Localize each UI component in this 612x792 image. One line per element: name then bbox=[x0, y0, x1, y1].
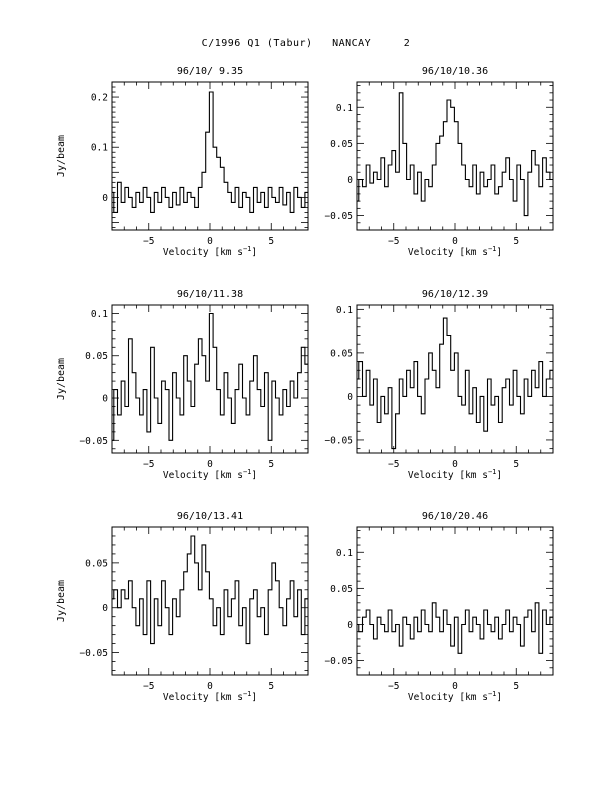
spectrum-panel-5: 96/10/13.41 −5 0 5 −0.05 0 0.05 Velocity [km s−… bbox=[56, 511, 309, 703]
y-tick-label: 0.05 bbox=[330, 348, 353, 359]
spectrum-panel-6: 96/10/20.46 −5 0 5 −0.05 0 0.05 0.1 Velocity [km… bbox=[324, 511, 554, 703]
spectrum-series bbox=[357, 317, 553, 450]
y-tick-label: −0.05 bbox=[324, 211, 353, 222]
y-tick-label: 0 bbox=[347, 392, 353, 403]
page-title: C/1996 Q1 (Tabur) NANCAY 2 bbox=[201, 38, 411, 49]
x-tick-label: −5 bbox=[388, 681, 399, 692]
panel-title: 96/10/12.39 bbox=[422, 289, 488, 300]
x-tick-label: 0 bbox=[452, 681, 458, 692]
x-tick-label: 5 bbox=[513, 681, 519, 692]
spectrum-series bbox=[112, 312, 308, 441]
y-tick-label: 0.1 bbox=[336, 305, 353, 316]
plot-frame bbox=[356, 81, 554, 231]
x-tick-label: −5 bbox=[143, 236, 154, 247]
plot-frame bbox=[111, 304, 309, 454]
y-tick-label: 0.05 bbox=[330, 584, 353, 595]
x-tick-label: −5 bbox=[388, 459, 399, 470]
x-tick-label: −5 bbox=[143, 681, 154, 692]
y-tick-label: 0.1 bbox=[336, 548, 353, 559]
y-tick-label: 0.1 bbox=[91, 309, 108, 320]
y-tick-label: 0.1 bbox=[336, 103, 353, 114]
x-tick-label: 5 bbox=[513, 236, 519, 247]
x-tick-label: 5 bbox=[268, 236, 274, 247]
x-axis-label: Velocity [km s−1] bbox=[163, 468, 257, 481]
y-tick-label: −0.05 bbox=[324, 656, 353, 667]
panel-title: 96/10/11.38 bbox=[177, 289, 243, 300]
y-tick-label: −0.05 bbox=[324, 435, 353, 446]
x-axis-label: Velocity [km s−1] bbox=[163, 245, 257, 258]
x-tick-label: 0 bbox=[207, 681, 213, 692]
x-axis-label: Velocity [km s−1] bbox=[408, 245, 502, 258]
y-tick-label: 0.05 bbox=[330, 139, 353, 150]
x-axis-label: Velocity [km s−1] bbox=[408, 690, 502, 703]
spectrum-panel-1: 96/10/ 9.35 −5 0 5 0 0.1 0.2 Velocity [km s−1] J… bbox=[56, 66, 309, 258]
panel-title: 96/10/20.46 bbox=[422, 511, 488, 522]
spectrum-panel-4: 96/10/12.39 −5 0 5 −0.05 0 0.05 0.1 Velocity [km… bbox=[324, 289, 554, 481]
y-tick-label: 0 bbox=[102, 603, 108, 614]
x-tick-label: 5 bbox=[513, 459, 519, 470]
spectrum-series bbox=[357, 92, 553, 217]
y-tick-label: 0.05 bbox=[85, 351, 108, 362]
x-tick-label: 0 bbox=[452, 459, 458, 470]
spectrum-panel-3: 96/10/11.38 −5 0 5 −0.05 0 0.05 0.1 Velocity [km… bbox=[56, 289, 309, 481]
plot-frame bbox=[111, 81, 309, 231]
x-tick-label: 0 bbox=[207, 236, 213, 247]
y-tick-label: 0 bbox=[347, 175, 353, 186]
y-tick-label: 0.05 bbox=[85, 558, 108, 569]
x-axis-label: Velocity [km s−1] bbox=[163, 690, 257, 703]
y-tick-label: −0.05 bbox=[79, 436, 108, 447]
plot-frame bbox=[356, 526, 554, 676]
plot-frame bbox=[111, 526, 309, 676]
panel-title: 96/10/ 9.35 bbox=[177, 66, 243, 77]
x-axis-label: Velocity [km s−1] bbox=[408, 468, 502, 481]
spectrum-series bbox=[112, 535, 308, 645]
panel-title: 96/10/10.36 bbox=[422, 66, 488, 77]
x-tick-label: 5 bbox=[268, 459, 274, 470]
x-tick-label: −5 bbox=[388, 236, 399, 247]
y-tick-label: 0.1 bbox=[91, 143, 108, 154]
y-axis-label: Jy/beam bbox=[56, 135, 67, 177]
x-tick-label: 5 bbox=[268, 681, 274, 692]
y-tick-label: 0 bbox=[102, 394, 108, 405]
x-tick-label: −5 bbox=[143, 459, 154, 470]
y-axis-label: Jy/beam bbox=[56, 580, 67, 622]
plot-frame bbox=[356, 304, 554, 454]
x-tick-label: 0 bbox=[207, 459, 213, 470]
y-axis-label: Jy/beam bbox=[56, 358, 67, 400]
y-tick-label: 0 bbox=[102, 193, 108, 204]
spectrum-series bbox=[357, 602, 553, 654]
x-tick-label: 0 bbox=[452, 236, 458, 247]
y-tick-label: 0.2 bbox=[91, 93, 108, 104]
y-tick-label: 0 bbox=[347, 620, 353, 631]
spectrum-series bbox=[112, 91, 308, 213]
spectrum-panel-2: 96/10/10.36 −5 0 5 −0.05 0 0.05 0.1 Velocity [km… bbox=[324, 66, 554, 258]
panel-title: 96/10/13.41 bbox=[177, 511, 243, 522]
y-tick-label: −0.05 bbox=[79, 648, 108, 659]
